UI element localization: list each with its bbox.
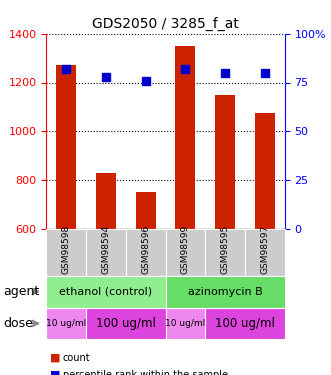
Text: agent: agent	[3, 285, 40, 298]
Text: GSM98599: GSM98599	[181, 225, 190, 274]
Bar	[255, 113, 275, 229]
Text: GDS2050 / 3285_f_at: GDS2050 / 3285_f_at	[92, 17, 239, 31]
Point	[143, 78, 148, 84]
Point	[64, 66, 69, 72]
Point	[262, 70, 267, 76]
Text: azinomycin B: azinomycin B	[188, 286, 262, 297]
Text: 100 ug/ml: 100 ug/ml	[96, 317, 156, 330]
Bar	[56, 65, 76, 229]
Text: 10 ug/ml: 10 ug/ml	[165, 319, 206, 328]
Text: GSM98597: GSM98597	[260, 225, 269, 274]
Text: 100 ug/ml: 100 ug/ml	[215, 317, 275, 330]
Text: 10 ug/ml: 10 ug/ml	[46, 319, 86, 328]
Text: GSM98594: GSM98594	[101, 225, 111, 274]
Text: GSM98595: GSM98595	[220, 225, 230, 274]
Point	[183, 66, 188, 72]
Text: ■: ■	[50, 370, 60, 375]
Text: count: count	[63, 353, 90, 363]
Text: GSM98596: GSM98596	[141, 225, 150, 274]
Text: GSM98598: GSM98598	[62, 225, 71, 274]
Text: percentile rank within the sample: percentile rank within the sample	[63, 370, 228, 375]
Text: ethanol (control): ethanol (control)	[59, 286, 153, 297]
Bar	[175, 46, 195, 229]
Point	[222, 70, 228, 76]
Bar	[136, 192, 156, 229]
Text: dose: dose	[3, 317, 33, 330]
Text: ■: ■	[50, 353, 60, 363]
Bar	[215, 95, 235, 229]
Bar	[96, 172, 116, 229]
Point	[103, 74, 109, 80]
